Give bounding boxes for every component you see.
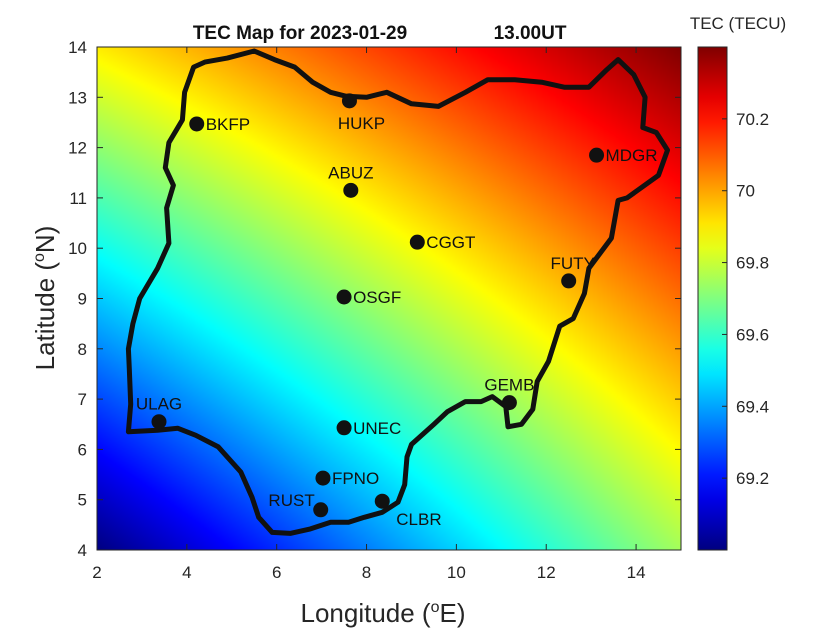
station-mdgr: MDGR bbox=[589, 146, 657, 165]
boundary-line bbox=[125, 48, 670, 536]
y-tick-label: 10 bbox=[68, 239, 87, 258]
station-futy: FUTY bbox=[550, 254, 595, 289]
colorbar-tick-label: 70.2 bbox=[736, 110, 769, 129]
y-tick-label: 14 bbox=[68, 38, 87, 57]
station-label: ABUZ bbox=[328, 163, 373, 182]
station-ulag: ULAG bbox=[136, 395, 182, 430]
station-marker bbox=[313, 502, 329, 518]
station-clbr: CLBR bbox=[374, 493, 442, 529]
y-axis: 4 5 6 7 8 9 10 11 12 13 14 bbox=[68, 38, 681, 560]
station-label: FUTY bbox=[550, 254, 594, 273]
colorbar-label: TEC (TECU) bbox=[690, 14, 786, 33]
x-tick-label: 10 bbox=[447, 563, 466, 582]
y-tick-label: 6 bbox=[78, 440, 87, 459]
y-tick-label: 5 bbox=[78, 491, 87, 510]
country-boundary bbox=[125, 48, 670, 536]
x-tick-label: 12 bbox=[537, 563, 556, 582]
y-tick-label: 7 bbox=[78, 390, 87, 409]
station-abuz: ABUZ bbox=[328, 163, 373, 198]
y-axis-label-tail: N) bbox=[30, 226, 60, 253]
station-label: FPNO bbox=[332, 469, 379, 488]
stations-layer: BKFP HUKP ABUZ MDGR CGGT FUTY OSGF GEMB ULAG UNEC… bbox=[136, 93, 657, 529]
station-unec: UNEC bbox=[336, 419, 401, 438]
x-axis-label: Longitude (oE) bbox=[300, 598, 465, 628]
y-tick-label: 4 bbox=[78, 541, 87, 560]
station-label: HUKP bbox=[338, 114, 385, 133]
colorbar-tick-label: 69.6 bbox=[736, 325, 769, 344]
station-label: ULAG bbox=[136, 395, 182, 414]
x-tick-label: 6 bbox=[272, 563, 281, 582]
station-label: MDGR bbox=[606, 146, 658, 165]
colorbar-tick-label: 69.4 bbox=[736, 397, 769, 416]
station-label: RUST bbox=[268, 491, 314, 510]
station-label: OSGF bbox=[353, 288, 401, 307]
station-label: UNEC bbox=[353, 419, 401, 438]
x-tick-label: 8 bbox=[362, 563, 371, 582]
station-marker bbox=[189, 116, 205, 132]
x-axis-label-text: Longitude ( bbox=[300, 598, 430, 628]
station-rust: RUST bbox=[268, 491, 329, 518]
x-tick-label: 4 bbox=[182, 563, 191, 582]
colorbar-tick-label: 69.2 bbox=[736, 469, 769, 488]
y-tick-label: 9 bbox=[78, 290, 87, 309]
x-axis-label-sup: o bbox=[431, 599, 440, 616]
station-label: CLBR bbox=[396, 510, 441, 529]
station-label: CGGT bbox=[426, 233, 475, 252]
station-marker bbox=[374, 493, 390, 509]
colorbar-tick-label: 69.8 bbox=[736, 254, 769, 273]
colorbar-tick-label: 70 bbox=[736, 182, 755, 201]
station-gemb: GEMB bbox=[484, 376, 534, 411]
station-label: BKFP bbox=[206, 115, 250, 134]
y-axis-label-text: Latitude ( bbox=[30, 262, 60, 371]
station-cggt: CGGT bbox=[409, 233, 475, 252]
station-marker bbox=[501, 395, 517, 411]
station-label: GEMB bbox=[484, 376, 534, 395]
y-tick-label: 13 bbox=[68, 88, 87, 107]
x-axis: 2 4 6 8 10 12 14 bbox=[92, 47, 646, 582]
y-tick-label: 11 bbox=[69, 189, 87, 208]
station-marker bbox=[315, 470, 331, 486]
station-marker bbox=[561, 273, 577, 289]
y-axis-label: Latitude (oN) bbox=[30, 226, 60, 371]
station-marker bbox=[151, 414, 167, 430]
x-tick-label: 2 bbox=[92, 563, 101, 582]
x-axis-label-tail: E) bbox=[440, 598, 466, 628]
x-tick-label: 14 bbox=[627, 563, 646, 582]
station-marker bbox=[341, 93, 357, 109]
station-marker bbox=[336, 420, 352, 436]
station-marker bbox=[343, 182, 359, 198]
y-tick-label: 8 bbox=[78, 340, 87, 359]
y-tick-label: 12 bbox=[68, 139, 87, 158]
station-marker bbox=[336, 289, 352, 305]
colorbar-ticks: 69.2 69.4 69.6 69.8 70 70.2 bbox=[722, 110, 769, 488]
station-marker bbox=[589, 147, 605, 163]
chart-title: TEC Map for 2023-01-29 bbox=[193, 23, 407, 44]
station-osgf: OSGF bbox=[336, 288, 401, 307]
station-fpno: FPNO bbox=[315, 469, 379, 488]
colorbar bbox=[697, 46, 728, 551]
station-bkfp: BKFP bbox=[189, 115, 250, 134]
station-hukp: HUKP bbox=[338, 93, 385, 133]
y-axis-label-sup: o bbox=[31, 253, 48, 262]
station-marker bbox=[409, 234, 425, 250]
chart-title-time: 13.00UT bbox=[494, 23, 567, 44]
